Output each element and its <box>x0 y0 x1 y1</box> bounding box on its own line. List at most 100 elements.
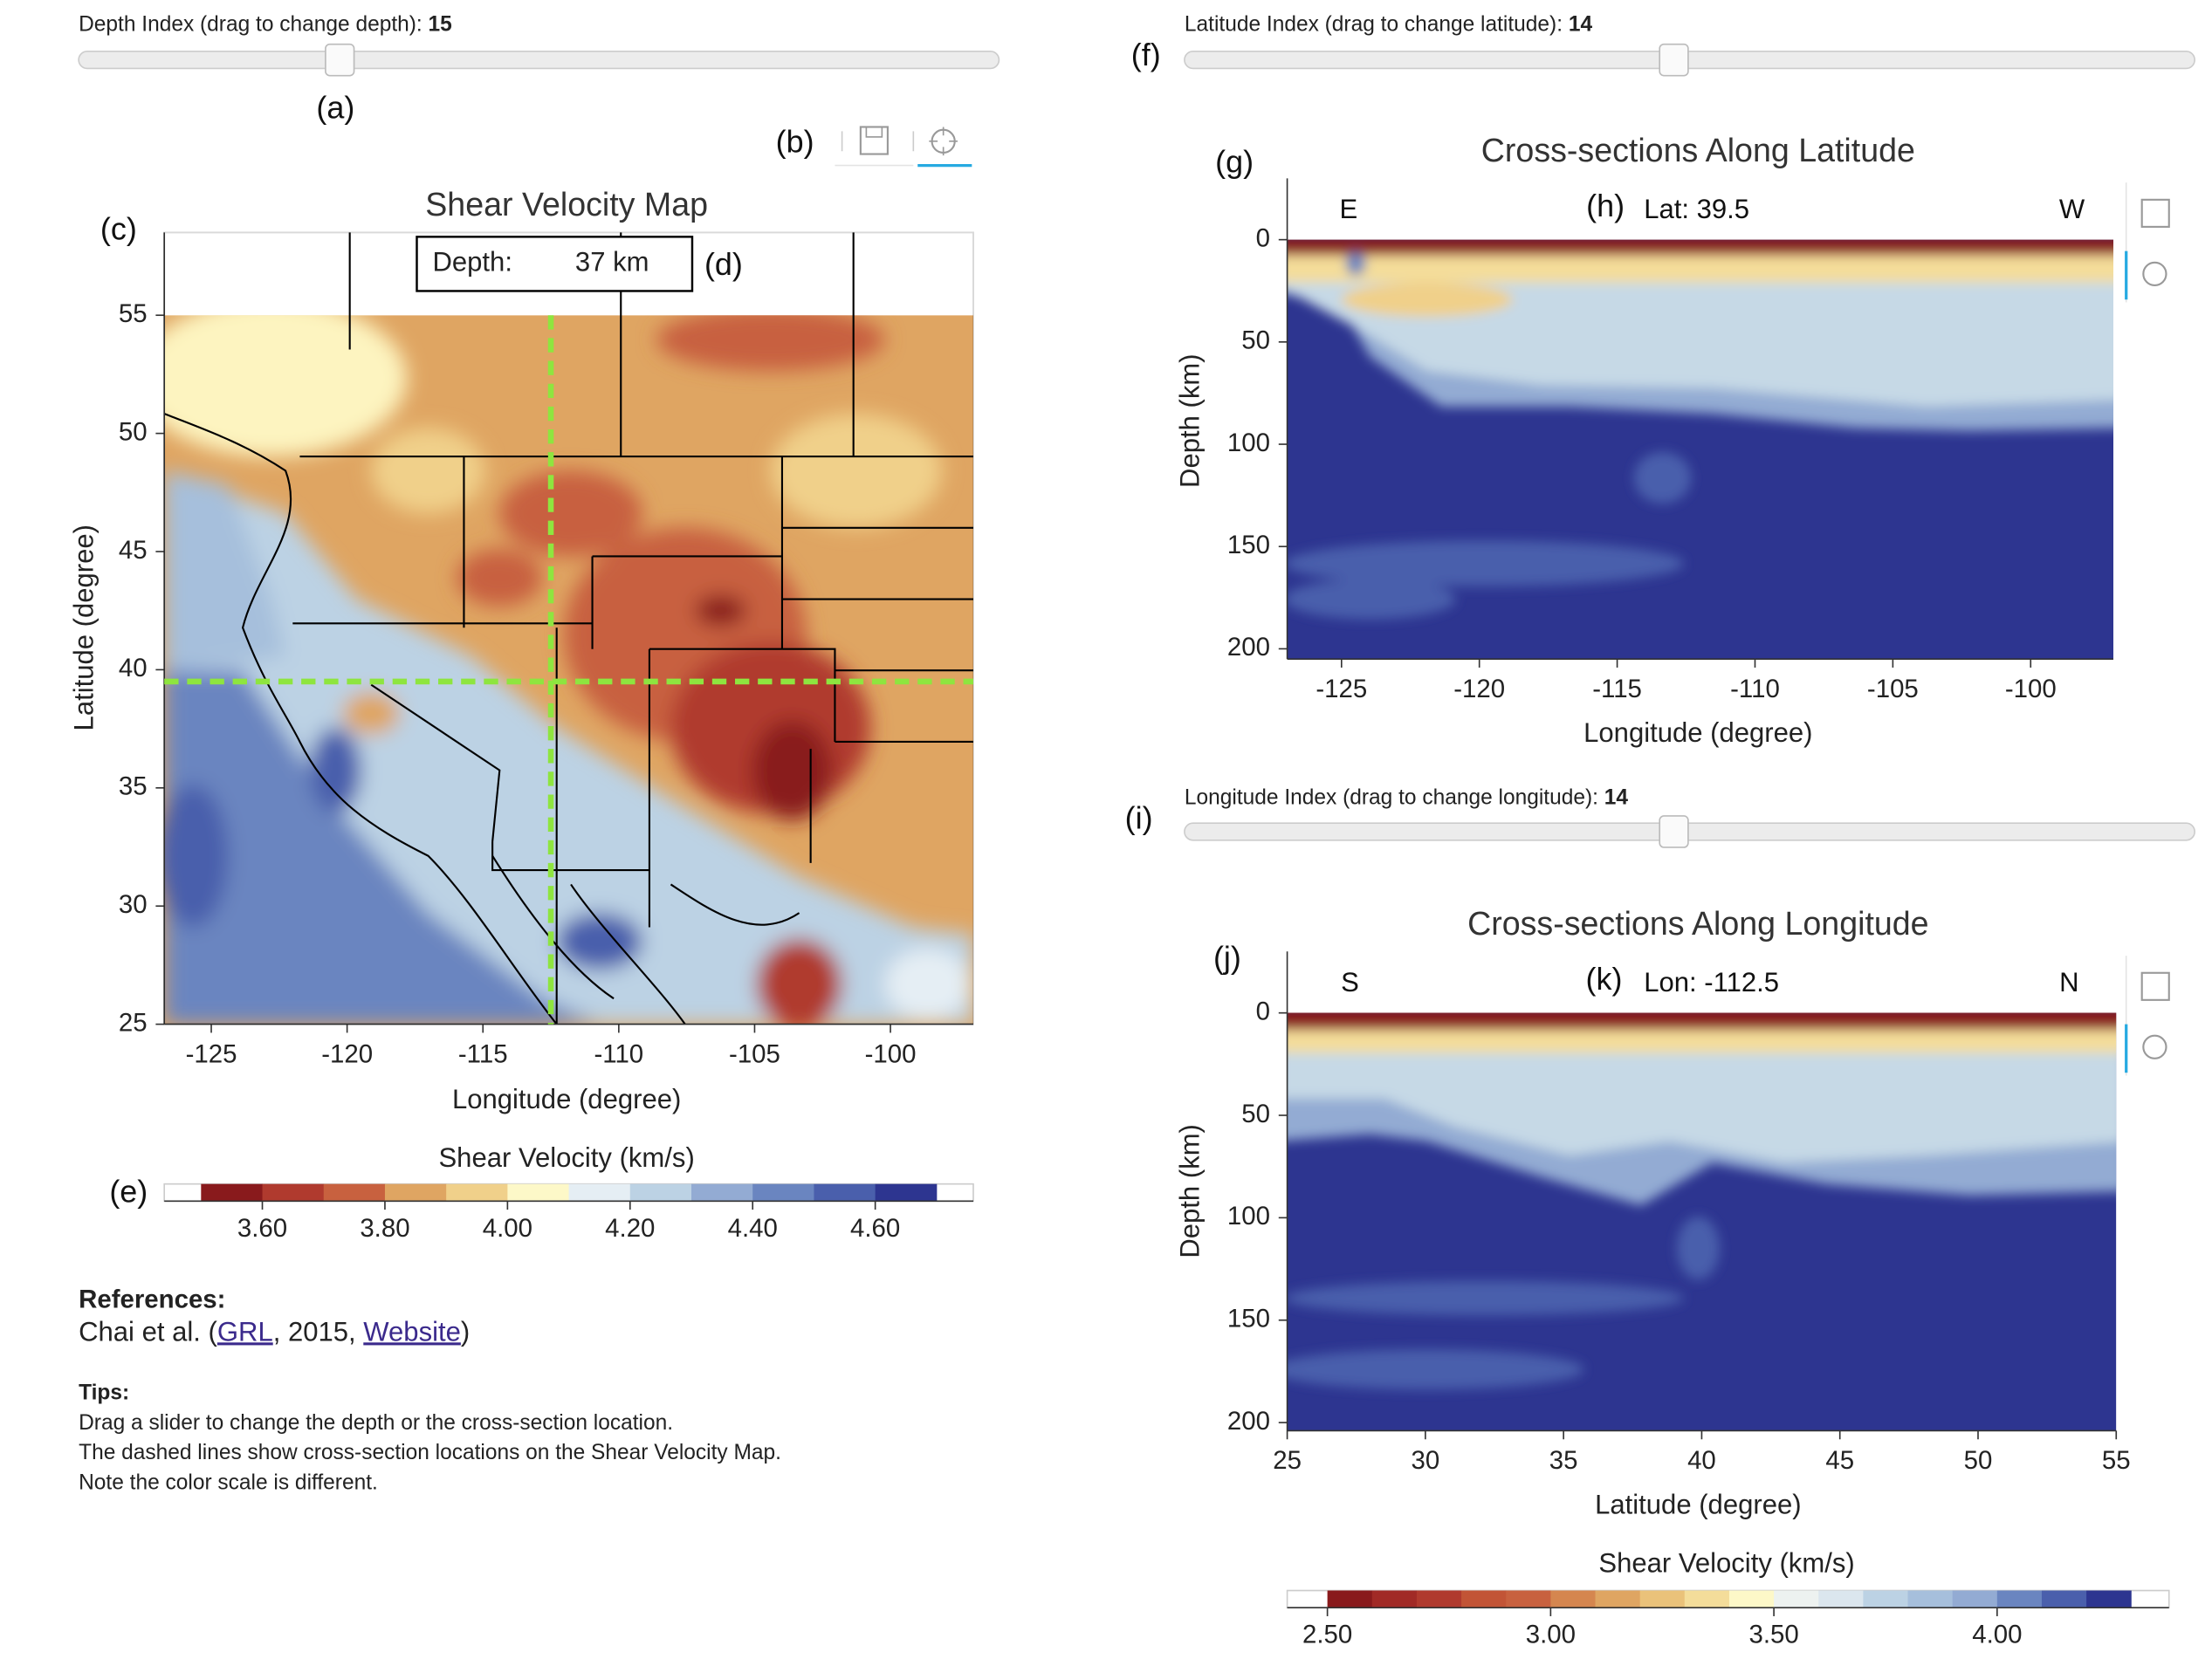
ref-link[interactable]: GRL <box>217 1317 273 1347</box>
colorbar-swatch <box>629 1183 692 1202</box>
x-tick-label: -120 <box>321 1039 373 1068</box>
y-tick-label: 40 <box>119 654 148 682</box>
heat-patch <box>1287 1012 2117 1031</box>
x-tick-label: -115 <box>458 1039 508 1068</box>
slider-label: Depth Index (drag to change depth): 15 <box>79 13 452 37</box>
heat-patch <box>164 670 600 1025</box>
slider-value: 14 <box>1569 13 1593 37</box>
x-tick-label: 45 <box>1825 1446 1854 1475</box>
colorbar-swatch <box>262 1183 325 1202</box>
save-tool-detail <box>865 126 883 138</box>
colorbar-swatch <box>2086 1590 2132 1608</box>
slider-track[interactable] <box>1184 822 2195 841</box>
x-tick-label: -105 <box>729 1039 780 1068</box>
y-tick-label: 30 <box>119 890 148 919</box>
lat-toolbar <box>2125 182 2170 303</box>
slider-handle[interactable] <box>325 43 355 77</box>
plot-frame <box>163 231 974 1025</box>
heat-patch <box>656 315 885 371</box>
panel-label: (a) <box>316 89 354 125</box>
colorbar-swatch <box>323 1183 386 1202</box>
slider-gap <box>1563 13 1569 37</box>
ref-text: , 2015, <box>273 1317 364 1347</box>
slider-label-text: Longitude Index (drag to change longitud… <box>1185 786 1598 810</box>
colorbar-swatch <box>384 1183 447 1202</box>
slider-track[interactable] <box>1184 51 2195 70</box>
ref-link[interactable]: Website <box>363 1317 461 1347</box>
x-tick-label: 40 <box>1687 1446 1716 1475</box>
y-tick-label: 100 <box>1227 1202 1270 1231</box>
save-tool[interactable] <box>859 126 889 155</box>
colorbar-swatch <box>1774 1590 1819 1608</box>
x-axis-label: Latitude (degree) <box>1595 1489 1801 1519</box>
heat-patch <box>770 414 943 528</box>
slider-handle[interactable] <box>1659 815 1689 848</box>
x-tick-label: -110 <box>594 1039 644 1068</box>
x-tick-label: 55 <box>2102 1446 2131 1475</box>
y-axis-label: Latitude (degree) <box>68 524 99 730</box>
state-line <box>292 232 973 1025</box>
x-tick-label: 50 <box>1964 1446 1993 1475</box>
heat-patch <box>1287 239 2114 256</box>
ref-text: ) <box>461 1317 470 1347</box>
slider-track[interactable] <box>78 51 1000 70</box>
references-line: Chai et al. (GRL, 2015, Website) <box>79 1317 470 1347</box>
save-tool[interactable] <box>2140 971 2170 1001</box>
lat-slider-group: Latitude Index (drag to change latitude)… <box>1184 13 2195 77</box>
slider-label: Latitude Index (drag to change latitude)… <box>1185 13 1593 37</box>
colorbar-tick-label: 3.80 <box>360 1214 409 1243</box>
panel-label: (i) <box>1125 799 1153 835</box>
y-tick-label: 150 <box>1227 1304 1270 1333</box>
x-tick-label: 25 <box>1273 1446 1302 1475</box>
lon-slider-group: Longitude Index (drag to change longitud… <box>1184 786 2195 848</box>
colorbar-tick-label: 2.50 <box>1302 1621 1352 1649</box>
y-tick-label: 45 <box>119 536 148 565</box>
section-marker: Lat: 39.5 <box>1644 194 1749 224</box>
heat-patch <box>884 948 971 1020</box>
heat-patch <box>371 428 485 514</box>
slider-gap <box>422 13 429 37</box>
tip-line: Note the color scale is different. <box>79 1470 378 1494</box>
y-axis-label: Depth (km) <box>1174 353 1205 488</box>
panel-label: (j) <box>1213 940 1241 976</box>
crosshair-tool[interactable] <box>2142 261 2167 286</box>
colorbar-tick-label: 3.60 <box>237 1214 287 1243</box>
x-tick-label: -125 <box>186 1039 237 1068</box>
heat-patch <box>164 470 286 671</box>
heat-patch <box>499 470 642 557</box>
y-tick-label: 0 <box>1256 223 1270 252</box>
y-tick-label: 0 <box>1256 997 1270 1025</box>
colorbar-swatch <box>1595 1590 1641 1608</box>
panel-label: (b) <box>776 124 814 160</box>
crosshair-tool[interactable] <box>2142 1034 2167 1059</box>
slider-value: 15 <box>429 13 452 37</box>
slider-value: 14 <box>1604 786 1629 810</box>
heat-patch <box>1676 1217 1720 1280</box>
colorbar-tick-label: 4.20 <box>605 1214 655 1243</box>
slider-handle[interactable] <box>1659 43 1689 77</box>
colorbar-swatch <box>201 1183 264 1202</box>
x-tick-label: -100 <box>2005 675 2057 703</box>
heat-patch <box>1341 282 1513 317</box>
heat-patch <box>1633 452 1692 504</box>
heat-patch <box>1287 1349 1584 1390</box>
references-heading: References: <box>79 1285 225 1313</box>
section-title: Cross-sections Along Longitude <box>1467 905 1929 942</box>
y-tick-label: 50 <box>1241 1100 1270 1128</box>
x-tick-label: -115 <box>1592 675 1642 703</box>
colorbar-swatch <box>568 1183 631 1202</box>
heat-patch <box>752 720 833 820</box>
colorbar-swatch <box>1907 1590 1954 1608</box>
x-tick-label: -120 <box>1453 675 1505 703</box>
x-tick-label: -110 <box>1730 675 1780 703</box>
crosshair-tool-detail <box>929 127 958 156</box>
heat-patch <box>457 549 543 607</box>
section-title: Cross-sections Along Latitude <box>1481 132 1915 168</box>
save-tool[interactable] <box>2140 198 2170 228</box>
heat-patch <box>695 594 747 627</box>
x-tick-label: -100 <box>865 1039 917 1068</box>
lon-toolbar <box>2125 956 2170 1076</box>
colorbar-tick-label: 4.60 <box>850 1214 900 1243</box>
y-axis-label: Depth (km) <box>1174 1124 1205 1258</box>
